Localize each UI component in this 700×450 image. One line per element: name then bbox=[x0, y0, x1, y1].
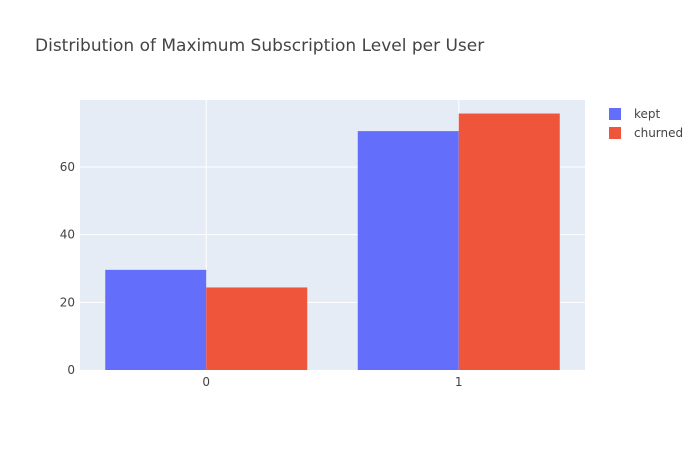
y-tick-label: 40 bbox=[60, 228, 75, 242]
chart-title: Distribution of Maximum Subscription Lev… bbox=[35, 36, 484, 56]
legend[interactable]: kept churned bbox=[609, 107, 683, 140]
x-tick-label: 1 bbox=[455, 375, 463, 389]
bar-churned-1[interactable] bbox=[458, 113, 560, 370]
legend-label: churned bbox=[634, 126, 683, 140]
bars bbox=[105, 113, 560, 370]
y-tick-label: 20 bbox=[60, 295, 75, 309]
y-tick-label: 0 bbox=[67, 363, 75, 377]
legend-item-churned[interactable]: churned bbox=[609, 126, 683, 140]
legend-swatch bbox=[609, 108, 621, 120]
legend-label: kept bbox=[634, 107, 661, 121]
y-tick-label: 60 bbox=[60, 160, 75, 174]
x-tick-label: 0 bbox=[202, 375, 210, 389]
legend-item-kept[interactable]: kept bbox=[609, 107, 661, 121]
bar-kept-0[interactable] bbox=[105, 269, 207, 370]
legend-swatch bbox=[609, 127, 621, 139]
y-axis-ticks: 0 20 40 60 bbox=[60, 160, 75, 377]
bar-churned-0[interactable] bbox=[206, 287, 308, 370]
bar-kept-1[interactable] bbox=[357, 131, 459, 370]
